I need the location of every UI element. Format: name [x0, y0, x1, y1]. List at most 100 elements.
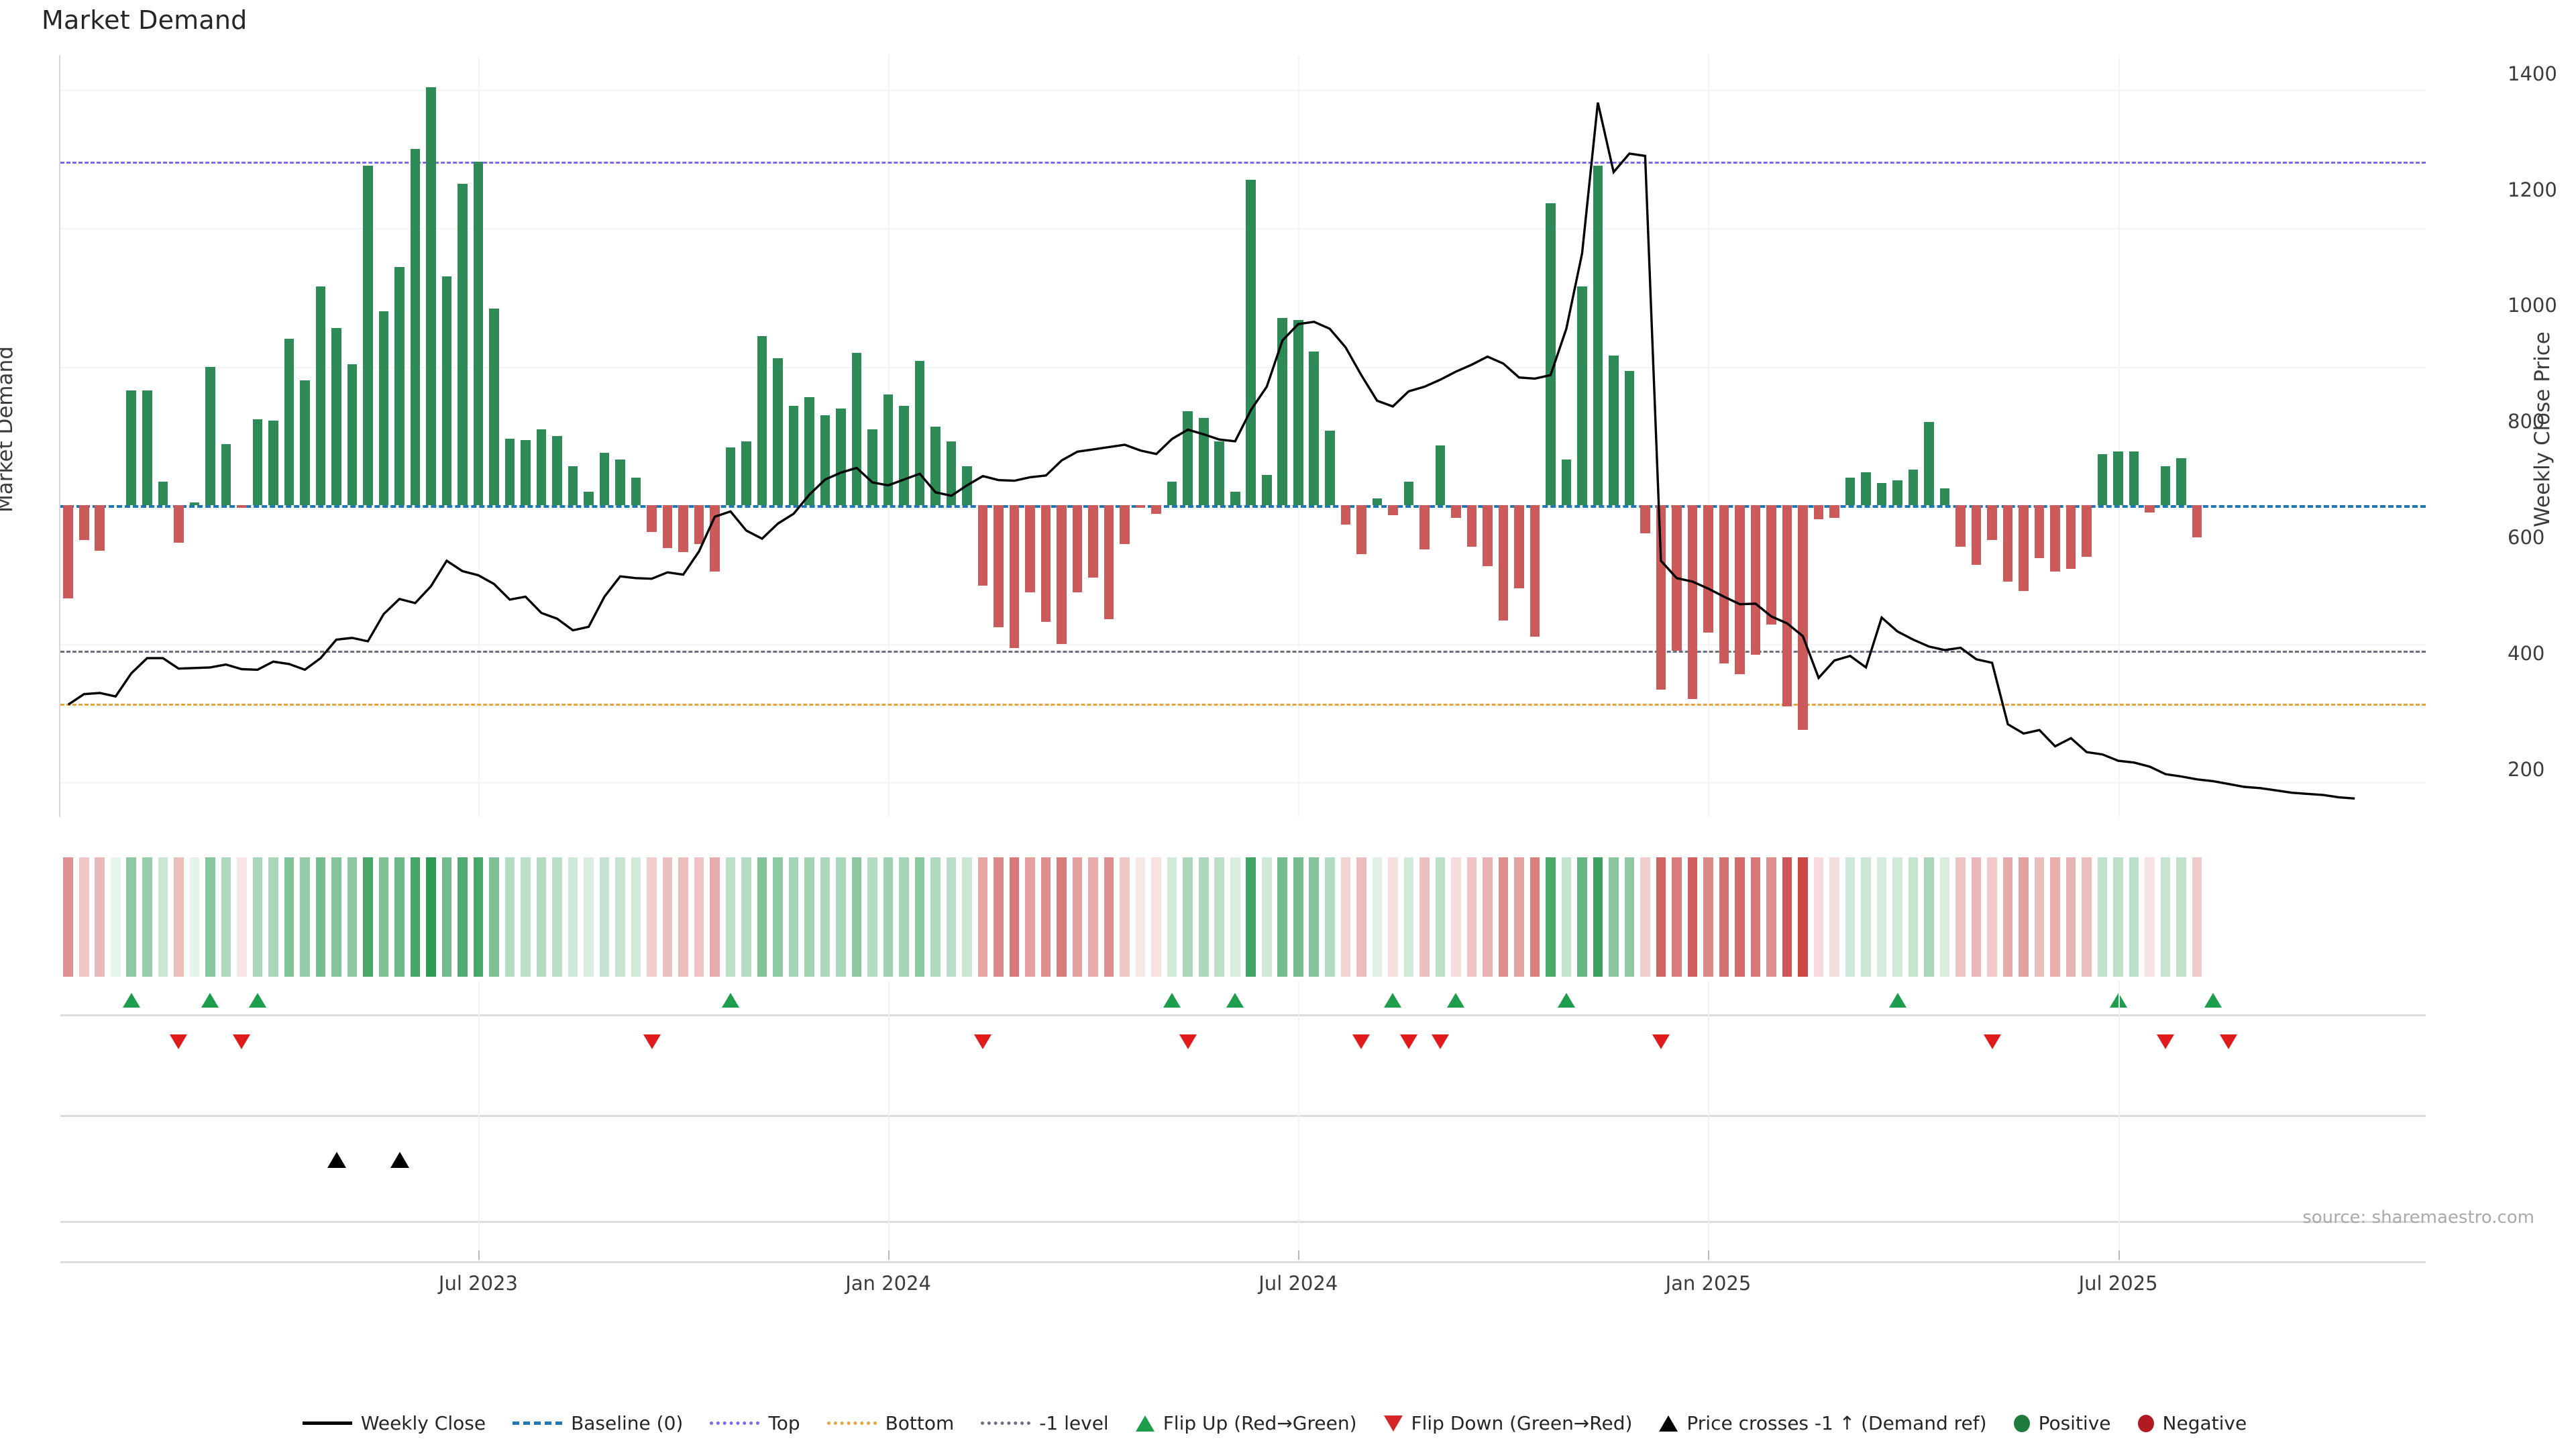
- demand-bar: [458, 184, 468, 506]
- demand-bar: [1183, 411, 1193, 506]
- gridline-y--1: [60, 643, 2426, 645]
- demand-bar: [410, 149, 421, 506]
- legend-item-bottom[interactable]: Bottom: [826, 1412, 954, 1434]
- demand-bar: [2097, 453, 2108, 506]
- demand-bar: [851, 353, 862, 506]
- demand-bar: [394, 267, 405, 506]
- demand-bar: [158, 482, 168, 506]
- demand-bar: [1419, 505, 1430, 550]
- heat-cell: [1483, 857, 1493, 977]
- heat-cell: [1419, 857, 1430, 977]
- heat-cell: [1687, 857, 1698, 977]
- demand-bar: [1593, 166, 1603, 506]
- legend-item-positive[interactable]: Positive: [2013, 1412, 2111, 1434]
- legend-item-baseline[interactable]: Baseline (0): [513, 1412, 683, 1434]
- demand-bar: [1025, 505, 1035, 593]
- heat-cell: [1451, 857, 1461, 977]
- heat-cell: [1230, 857, 1240, 977]
- demand-bar: [1466, 505, 1477, 547]
- heat-cell: [521, 857, 531, 977]
- demand-bar: [2002, 505, 2013, 582]
- heat-cell: [977, 857, 988, 977]
- heat-cell: [1435, 857, 1446, 977]
- demand-bar: [142, 390, 152, 506]
- heat-cell: [473, 857, 484, 977]
- heat-cell: [741, 857, 751, 977]
- heat-cell: [2065, 857, 2076, 977]
- heat-cell: [300, 857, 310, 977]
- heat-cell: [1135, 857, 1146, 977]
- demand-bar: [2192, 505, 2202, 537]
- legend-item-top[interactable]: Top: [710, 1412, 800, 1434]
- vertical-gridline: [1298, 981, 1300, 1261]
- x-tick-label: Jan 2024: [845, 1272, 931, 1295]
- demand-bar: [1971, 505, 1982, 566]
- demand-bar: [126, 390, 137, 506]
- heat-cell: [378, 857, 389, 977]
- heat-cell: [1829, 857, 1839, 977]
- demand-bar: [994, 505, 1004, 628]
- marker-separator-3: [60, 1221, 2426, 1223]
- demand-bar: [1624, 370, 1635, 506]
- heat-cell: [1120, 857, 1130, 977]
- legend-item-minus-one[interactable]: -1 level: [981, 1412, 1109, 1434]
- gridline-y--2: [60, 782, 2426, 784]
- demand-bar: [946, 441, 957, 506]
- demand-bar: [473, 162, 484, 506]
- demand-bar: [1861, 472, 1871, 506]
- demand-bar: [741, 441, 751, 506]
- demand-bar: [504, 439, 515, 506]
- flip-down-marker: [1983, 1034, 2001, 1049]
- triangle-up-green-icon: [1135, 1415, 1155, 1432]
- demand-bar: [315, 286, 326, 506]
- demand-bar: [2145, 505, 2155, 513]
- legend-item-negative[interactable]: Negative: [2137, 1412, 2247, 1434]
- flip-down-marker: [1652, 1034, 1670, 1049]
- heat-cell: [2034, 857, 2045, 977]
- demand-bar: [536, 429, 547, 506]
- heat-cell: [867, 857, 877, 977]
- flip-up-marker: [1384, 993, 1402, 1008]
- legend-item-price-cross[interactable]: Price crosses -1 ↑ (Demand ref): [1659, 1412, 1987, 1434]
- price-cross-marker: [390, 1152, 410, 1168]
- demand-bar: [1104, 505, 1114, 619]
- y-tick-right: 1000: [2508, 294, 2557, 317]
- triangle-down-red-icon: [1383, 1415, 1403, 1432]
- demand-bar: [205, 366, 215, 506]
- heat-cell: [142, 857, 152, 977]
- heat-cell: [883, 857, 894, 977]
- heat-cell: [1057, 857, 1067, 977]
- heat-cell: [631, 857, 641, 977]
- triangle-up-black-icon: [1659, 1415, 1678, 1432]
- x-tick-mark: [1708, 1250, 1710, 1260]
- heat-cell: [1719, 857, 1729, 977]
- heat-cell: [268, 857, 278, 977]
- vertical-gridline: [2118, 55, 2120, 817]
- heat-cell: [2113, 857, 2123, 977]
- heat-cell: [1876, 857, 1887, 977]
- heat-cell: [1908, 857, 1919, 977]
- legend-item-flip-up[interactable]: Flip Up (Red→Green): [1135, 1412, 1357, 1434]
- heat-cell: [552, 857, 562, 977]
- legend-item-weekly-close[interactable]: Weekly Close: [302, 1412, 486, 1434]
- heat-cell: [1813, 857, 1824, 977]
- heat-cell: [347, 857, 358, 977]
- flip-up-marker: [1888, 993, 1907, 1008]
- demand-bar: [1561, 460, 1572, 506]
- gridline-y-2: [60, 228, 2426, 230]
- heat-cell: [1987, 857, 1997, 977]
- demand-bar: [867, 429, 877, 506]
- heat-cell: [568, 857, 578, 977]
- legend-item-flip-down[interactable]: Flip Down (Green→Red): [1383, 1412, 1632, 1434]
- demand-bar: [977, 505, 988, 586]
- demand-bar: [1356, 505, 1366, 554]
- heat-cell: [78, 857, 89, 977]
- demand-bar: [883, 394, 894, 506]
- heat-cell: [1640, 857, 1650, 977]
- flip-down-marker: [2220, 1034, 2238, 1049]
- heat-cell: [1198, 857, 1209, 977]
- x-tick-label: Jan 2025: [1665, 1272, 1752, 1295]
- flip-down-marker: [1431, 1034, 1449, 1049]
- demand-bar: [189, 502, 200, 506]
- heat-cell: [315, 857, 326, 977]
